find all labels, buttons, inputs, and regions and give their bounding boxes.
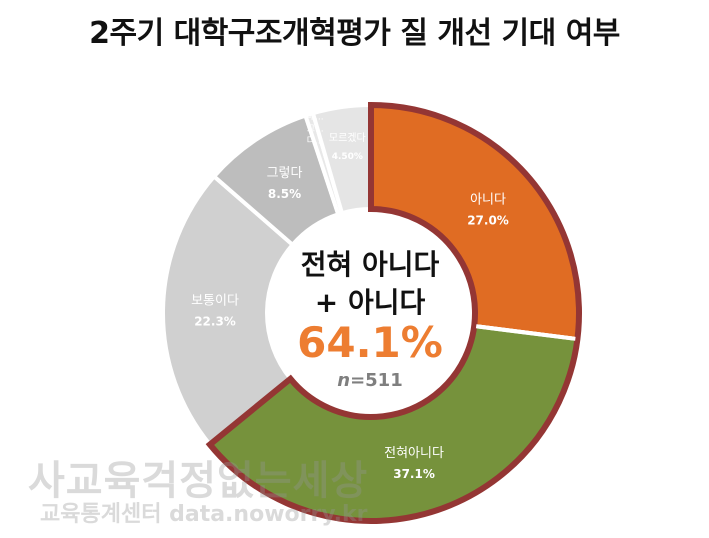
slice-category-text: 모르겠다 — [329, 132, 366, 144]
slice-label-전혀아니다: 전혀아니다 37.1% — [384, 446, 444, 481]
slice-value-text: 8.5% — [268, 187, 301, 201]
slice-label-그렇다: 그렇다 8.5% — [267, 166, 303, 201]
watermark-brand: 사교육걱정없는세상 — [28, 458, 369, 504]
sample-size-value: =511 — [350, 370, 403, 391]
chart-title: 2주기 대학구조개혁평가 질 개선 기대 여부 — [89, 16, 620, 51]
slice-category-text: 그... — [307, 124, 324, 134]
slice-category-text: 아니다 — [470, 193, 506, 208]
donut-slice-보통이다 — [161, 173, 296, 448]
slice-value-text: 37.1% — [393, 467, 435, 481]
slice-value-text: 27.0% — [467, 214, 509, 228]
center-label-line2: + 아니다 — [314, 286, 426, 319]
slice-label-매우-그렇다: 매... 그...다... — [307, 111, 324, 146]
highlight-outline — [205, 101, 582, 524]
slice-category-text: 그렇다 — [267, 166, 303, 181]
slice-category-text: 보통이다 — [191, 293, 239, 308]
slice-value-text: 22.3% — [194, 314, 236, 328]
slice-label-아니다: 아니다 27.0% — [467, 193, 509, 228]
slice-label-보통이다: 보통이다 22.3% — [191, 293, 239, 328]
center-label-line1: 전혀 아니다 — [300, 248, 440, 281]
slice-label-모르겠다: 모르겠다 4.50% — [329, 132, 366, 162]
slice-category-text: 다... — [307, 135, 324, 146]
slice-category-text: 전혀아니다 — [384, 446, 444, 461]
sample-size: n=511 — [250, 370, 490, 391]
watermark-source: 교육통계센터 data.noworry.kr — [40, 502, 368, 527]
slice-separator — [475, 324, 576, 341]
slice-value-text: 4.50% — [332, 152, 363, 162]
center-total-value: 64.1% — [297, 318, 443, 367]
slice-category-text: 매... — [307, 111, 324, 122]
sample-size-n: n — [337, 370, 351, 391]
